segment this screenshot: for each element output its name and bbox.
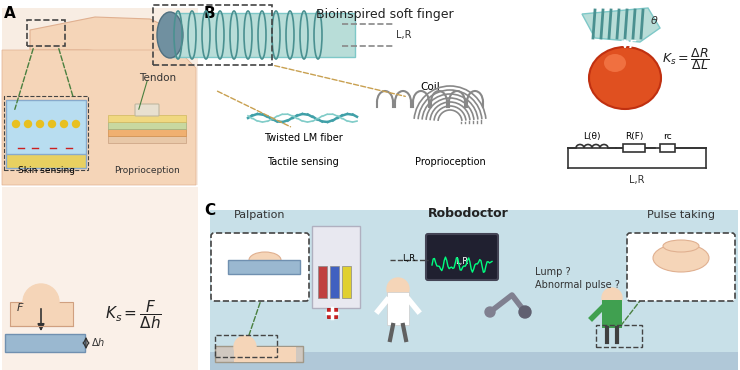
Text: $\theta$: $\theta$ (650, 14, 659, 26)
Text: Tendon: Tendon (139, 73, 177, 83)
FancyBboxPatch shape (2, 8, 198, 185)
Text: $\Delta h$: $\Delta h$ (91, 336, 105, 348)
Circle shape (13, 121, 19, 128)
Bar (228, 260, 300, 274)
Ellipse shape (663, 240, 699, 252)
Text: $K_s = \dfrac{F}{\Delta h}$: $K_s = \dfrac{F}{\Delta h}$ (105, 298, 162, 331)
Text: Bioinspired soft finger: Bioinspired soft finger (316, 8, 454, 21)
Text: B: B (204, 6, 215, 21)
Text: C: C (204, 203, 215, 218)
Bar (108, 122, 186, 129)
Circle shape (387, 278, 409, 300)
Bar (2, 187, 198, 370)
Text: rᴄ: rᴄ (664, 132, 673, 141)
Text: $K_s = \dfrac{\Delta R}{\Delta L}$: $K_s = \dfrac{\Delta R}{\Delta L}$ (662, 46, 710, 72)
Circle shape (73, 121, 79, 128)
Ellipse shape (249, 252, 281, 268)
Bar (5, 334, 85, 352)
Text: R(F): R(F) (625, 132, 643, 141)
Bar (596, 325, 642, 347)
Circle shape (61, 121, 67, 128)
Text: Abnormal pulse ?: Abnormal pulse ? (535, 280, 620, 290)
FancyBboxPatch shape (211, 233, 309, 301)
Polygon shape (2, 50, 196, 185)
Text: L,R: L,R (396, 30, 411, 40)
Text: Lump ?: Lump ? (535, 267, 571, 277)
Bar (215, 335, 277, 357)
Text: F: F (17, 303, 23, 313)
Ellipse shape (604, 54, 626, 72)
Text: Skin sensing: Skin sensing (18, 166, 75, 175)
Bar (387, 292, 409, 325)
Bar (210, 352, 738, 370)
Circle shape (234, 336, 256, 358)
Circle shape (36, 121, 44, 128)
Text: L,R: L,R (455, 257, 468, 266)
Polygon shape (30, 17, 188, 55)
Text: A: A (4, 6, 16, 21)
Ellipse shape (157, 12, 183, 58)
Bar (108, 115, 186, 122)
Text: L,R: L,R (403, 254, 416, 263)
Text: Palpation: Palpation (235, 210, 286, 220)
Text: Proprioception: Proprioception (114, 166, 180, 175)
FancyBboxPatch shape (135, 104, 159, 116)
Circle shape (24, 121, 32, 128)
Bar (170, 13, 355, 57)
Bar (108, 129, 186, 136)
Polygon shape (10, 302, 73, 326)
Bar (4, 96, 88, 170)
Bar (234, 347, 296, 362)
Text: Tactile sensing: Tactile sensing (267, 157, 339, 167)
Circle shape (519, 306, 531, 318)
FancyBboxPatch shape (627, 233, 735, 301)
Text: L,R: L,R (629, 175, 645, 185)
Bar (327, 308, 337, 318)
Bar (623, 144, 645, 152)
Bar (108, 136, 186, 143)
Circle shape (602, 288, 622, 308)
Bar (342, 266, 351, 298)
Bar (27, 20, 65, 46)
Bar (312, 226, 360, 308)
Bar (660, 144, 675, 152)
Bar (330, 266, 339, 298)
Circle shape (49, 121, 56, 128)
Bar (6, 100, 86, 155)
Bar (153, 5, 272, 65)
Text: Proprioception: Proprioception (414, 157, 485, 167)
Ellipse shape (589, 47, 661, 109)
Text: Pulse taking: Pulse taking (647, 210, 715, 220)
Text: Coil: Coil (420, 82, 440, 92)
Text: L(θ): L(θ) (583, 132, 601, 141)
FancyBboxPatch shape (426, 234, 498, 280)
Bar (210, 210, 738, 370)
Circle shape (23, 284, 59, 320)
Bar (602, 300, 622, 328)
Ellipse shape (653, 244, 709, 272)
Bar (215, 346, 303, 362)
Circle shape (485, 307, 495, 317)
Text: Robodoctor: Robodoctor (428, 207, 508, 220)
Text: F: F (629, 40, 636, 50)
Text: Twisted LM fiber: Twisted LM fiber (263, 133, 343, 143)
Polygon shape (582, 8, 660, 42)
Bar (6, 154, 86, 168)
Bar (318, 266, 327, 298)
